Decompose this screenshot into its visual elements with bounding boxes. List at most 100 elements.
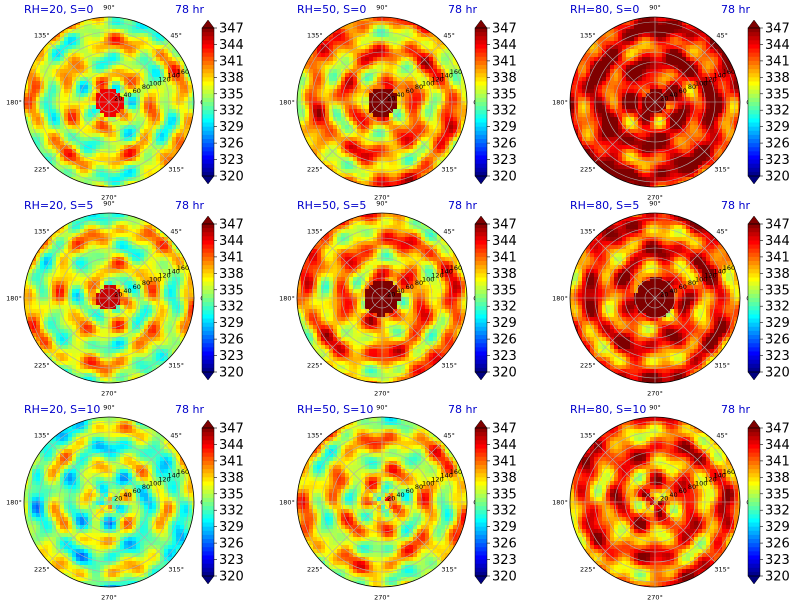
radial-tick-label: 160 bbox=[450, 264, 462, 272]
colorbar-segment bbox=[202, 171, 214, 177]
colorbar-tick-label: 341 bbox=[492, 54, 517, 69]
colorbar-segment bbox=[202, 343, 214, 348]
angular-gridline bbox=[48, 297, 110, 359]
colorbar-segment bbox=[748, 163, 760, 169]
colorbar-segment bbox=[475, 97, 487, 103]
colorbar-segment bbox=[748, 65, 760, 70]
colorbar-segment bbox=[475, 48, 487, 54]
radial-tick-label: 40 bbox=[396, 91, 404, 99]
angular-gridline bbox=[321, 501, 383, 563]
colorbar-segment bbox=[748, 343, 760, 348]
colorbar-segment bbox=[202, 126, 214, 132]
colorbar-segment bbox=[202, 460, 214, 466]
radial-tick-label: 140 bbox=[713, 472, 725, 480]
colorbar-segment bbox=[748, 167, 760, 173]
colorbar-segment bbox=[475, 252, 487, 258]
colorbar-segment bbox=[202, 326, 214, 332]
colorbar-segment bbox=[202, 56, 214, 62]
colorbar-segment bbox=[475, 261, 487, 266]
colorbar-segment bbox=[202, 335, 214, 340]
colorbar-tick-label: 338 bbox=[219, 471, 244, 486]
colorbar-segment bbox=[475, 330, 487, 336]
angle-tick-label: 90° bbox=[103, 404, 115, 412]
colorbar-tick-label: 329 bbox=[492, 120, 517, 135]
colorbar-segment bbox=[475, 171, 487, 177]
colorbar-segment bbox=[475, 110, 487, 115]
colorbar-segment bbox=[748, 89, 760, 95]
colorbar-segment bbox=[475, 85, 487, 91]
radial-tick-label: 100 bbox=[149, 479, 161, 487]
angle-tick-label: 225° bbox=[580, 566, 596, 574]
colorbar-segment bbox=[202, 448, 214, 454]
colorbar-segment bbox=[748, 93, 760, 99]
colorbar-segment bbox=[475, 224, 487, 229]
colorbar-segment bbox=[475, 367, 487, 373]
radial-tick-label: 60 bbox=[133, 487, 141, 495]
colorbar-tick-label: 341 bbox=[765, 54, 790, 69]
colorbar-segment bbox=[475, 452, 487, 458]
colorbar-extend-bottom bbox=[747, 175, 761, 185]
colorbar-segment bbox=[475, 167, 487, 173]
colorbar-segment bbox=[202, 522, 214, 528]
colorbar-segment bbox=[748, 563, 760, 569]
colorbar-segment bbox=[748, 559, 760, 565]
angle-tick-label: 315° bbox=[441, 566, 457, 574]
colorbar-segment bbox=[748, 330, 760, 336]
radial-tick-label: 40 bbox=[123, 287, 131, 295]
radial-tick-label: 100 bbox=[422, 479, 434, 487]
colorbar-segment bbox=[748, 306, 760, 311]
panel-title-left: RH=20, S=5 bbox=[24, 199, 93, 212]
colorbar-segment bbox=[748, 530, 760, 536]
polar-panel: 90°45°0°315°270°225°180°135°204060801001… bbox=[279, 199, 517, 398]
colorbar-tick-label: 338 bbox=[492, 267, 517, 282]
radial-tick-label: 140 bbox=[167, 268, 179, 276]
colorbar-extend-top bbox=[474, 215, 488, 225]
colorbar-segment bbox=[748, 97, 760, 103]
colorbar-segment bbox=[475, 530, 487, 536]
angular-gridline bbox=[654, 101, 716, 163]
angle-tick-label: 315° bbox=[714, 362, 730, 370]
colorbar-tick-label: 320 bbox=[219, 170, 244, 185]
angle-tick-label: 180° bbox=[279, 295, 295, 303]
radial-tick-label: 20 bbox=[114, 95, 122, 103]
colorbar-segment bbox=[475, 506, 487, 511]
colorbar-segment bbox=[202, 502, 214, 507]
colorbar-tick-label: 344 bbox=[219, 234, 244, 249]
colorbar-segment bbox=[748, 265, 760, 270]
colorbar-segment bbox=[202, 318, 214, 324]
colorbar-segment bbox=[748, 526, 760, 532]
colorbar-segment bbox=[748, 506, 760, 511]
colorbar-segment bbox=[475, 318, 487, 324]
radial-tick-label: 120 bbox=[704, 76, 716, 84]
colorbar-tick-label: 341 bbox=[492, 454, 517, 469]
panel-title-right: 78 hr bbox=[448, 199, 477, 212]
colorbar-tick-label: 332 bbox=[765, 300, 790, 315]
panel-title-right: 78 hr bbox=[175, 3, 204, 16]
colorbar-segment bbox=[748, 448, 760, 454]
colorbar-segment bbox=[475, 322, 487, 328]
colorbar-segment bbox=[748, 110, 760, 115]
colorbar-segment bbox=[748, 151, 760, 157]
colorbar-tick-label: 347 bbox=[492, 22, 517, 37]
colorbar-segment bbox=[475, 81, 487, 87]
colorbar-tick-label: 344 bbox=[492, 38, 517, 53]
colorbar-segment bbox=[748, 224, 760, 229]
colorbar-extend-bottom bbox=[201, 371, 215, 381]
colorbar-segment bbox=[748, 139, 760, 144]
colorbar-segment bbox=[202, 106, 214, 111]
colorbar-segment bbox=[475, 102, 487, 107]
colorbar-segment bbox=[748, 48, 760, 54]
colorbar-tick-label: 335 bbox=[492, 87, 517, 102]
colorbar-segment bbox=[748, 543, 760, 548]
colorbar-segment bbox=[748, 44, 760, 50]
colorbar-tick-label: 332 bbox=[765, 104, 790, 119]
colorbar-segment bbox=[475, 244, 487, 250]
colorbar-segment bbox=[202, 456, 214, 462]
colorbar-segment bbox=[748, 81, 760, 87]
colorbar-segment bbox=[475, 559, 487, 565]
colorbar-segment bbox=[748, 69, 760, 74]
